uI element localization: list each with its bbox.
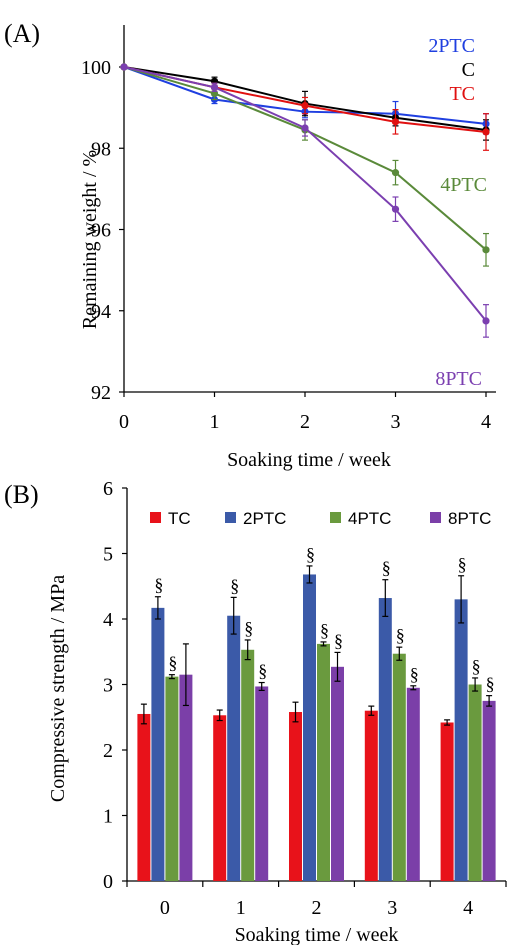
- significance-marker: §: [458, 554, 467, 574]
- data-point-4ptc: [482, 246, 490, 254]
- significance-marker: §: [486, 674, 495, 694]
- y-axis-label: Compressive strength / MPa: [47, 575, 69, 802]
- chart-a: 92 94 96 98 100 0 1 2 3 4 Soaking time / week Remai…: [79, 25, 496, 471]
- y-tick-label: 98: [91, 138, 111, 160]
- y-tick-label: 96: [91, 220, 111, 242]
- bar-2ptc: [303, 574, 316, 881]
- bar-2ptc: [378, 598, 392, 881]
- data-point-tc: [301, 101, 309, 110]
- significance-marker: §: [396, 625, 405, 645]
- x-tick-label: 2: [300, 411, 310, 433]
- y-tick-label: 4: [103, 609, 113, 631]
- significance-marker: §: [154, 575, 163, 595]
- y-tick-label: 2: [103, 740, 113, 762]
- significance-marker: §: [320, 620, 329, 640]
- significance-marker: §: [472, 656, 481, 676]
- bar-2ptc: [151, 607, 165, 881]
- significance-marker: §: [168, 653, 177, 673]
- bar-8ptc: [482, 700, 496, 881]
- data-point-8ptc: [120, 63, 128, 71]
- x-tick-label: 0: [160, 897, 170, 919]
- legend-swatch-8ptc: [430, 512, 441, 523]
- data-point-4ptc: [391, 169, 400, 177]
- bar-tc: [213, 715, 227, 881]
- bar-8ptc: [331, 666, 344, 881]
- legend-label-2ptc: 2PTC: [243, 509, 286, 528]
- x-tick-label: 1: [236, 897, 246, 919]
- series-label-2ptc: 2PTC: [428, 35, 475, 57]
- bar-8ptc: [406, 687, 420, 881]
- data-point-tc: [391, 118, 400, 126]
- data-point-8ptc: [391, 205, 400, 213]
- significance-marker: §: [382, 558, 391, 578]
- panel-a-label: (A): [4, 19, 40, 48]
- series-label-c: C: [462, 59, 475, 81]
- legend-label-4ptc: 4PTC: [348, 509, 391, 528]
- legend-label-tc: TC: [168, 509, 191, 528]
- legend-label-8ptc: 8PTC: [448, 509, 491, 528]
- data-point-tc: [482, 128, 490, 136]
- legend-swatch-tc: [150, 512, 161, 523]
- y-axis-label: Remaining weight / %: [79, 150, 101, 329]
- x-axis-label: Soaking time / week: [227, 449, 391, 471]
- bar-tc: [137, 713, 151, 881]
- series-label-8ptc: 8PTC: [435, 368, 482, 390]
- data-point-8ptc: [301, 124, 309, 132]
- y-tick-label: 92: [91, 382, 111, 404]
- y-tick-label: 0: [103, 871, 113, 893]
- bar-tc: [289, 712, 302, 881]
- legend-swatch-4ptc: [330, 512, 341, 523]
- data-point-8ptc: [210, 83, 219, 91]
- bar-4ptc: [165, 676, 179, 881]
- data-point-8ptc: [482, 317, 490, 325]
- y-tick-label: 94: [91, 301, 111, 323]
- significance-marker: §: [334, 630, 343, 650]
- bar-2ptc: [227, 615, 241, 881]
- bar-4ptc: [317, 643, 330, 881]
- y-tick-label: 1: [103, 806, 113, 828]
- bar-4ptc: [392, 653, 406, 881]
- bar-4ptc: [241, 649, 255, 881]
- x-tick-label: 2: [312, 897, 322, 919]
- bar-tc: [440, 722, 454, 881]
- chart-b: 0 1 2 3 4 5 6 0 1 2 3 4 Soaking time / week Compressi…: [47, 478, 507, 945]
- bar-tc: [364, 710, 378, 881]
- y-tick-label: 100: [81, 57, 111, 79]
- series-label-tc: TC: [449, 83, 475, 105]
- legend-swatch-2ptc: [225, 512, 236, 523]
- y-tick-label: 5: [103, 544, 113, 566]
- significance-marker: §: [306, 544, 315, 564]
- x-tick-label: 3: [387, 897, 397, 919]
- x-tick-label: 0: [119, 411, 129, 433]
- x-tick-label: 1: [210, 411, 220, 433]
- significance-marker: §: [244, 618, 253, 638]
- x-tick-label: 4: [481, 411, 491, 433]
- series-label-4ptc: 4PTC: [440, 174, 487, 196]
- significance-marker: §: [230, 575, 239, 595]
- significance-marker: §: [258, 661, 267, 681]
- bar-4ptc: [468, 684, 482, 881]
- y-tick-label: 6: [103, 478, 113, 500]
- x-tick-label: 3: [391, 411, 401, 433]
- x-axis-label: Soaking time / week: [235, 924, 399, 945]
- bar-8ptc: [179, 674, 193, 881]
- panel-b-label: (B): [4, 480, 39, 509]
- bar-8ptc: [255, 686, 269, 881]
- bar-2ptc: [454, 599, 468, 881]
- x-tick-label: 4: [463, 897, 473, 919]
- y-tick-label: 3: [103, 675, 113, 697]
- significance-marker: §: [410, 664, 419, 684]
